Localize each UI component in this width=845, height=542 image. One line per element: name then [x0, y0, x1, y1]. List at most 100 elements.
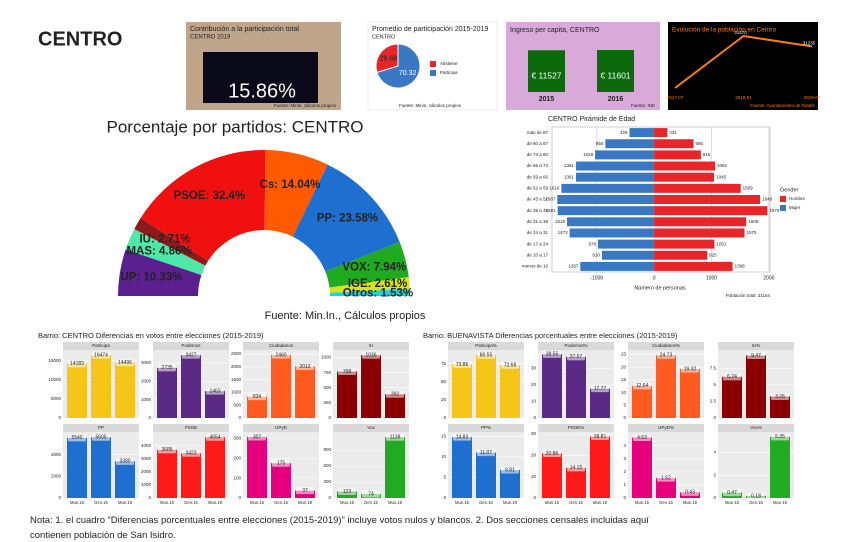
population-x-label: 2017-07 [667, 95, 684, 100]
value-label: 72.68 [504, 363, 517, 369]
y-tick-label: 10 [531, 399, 537, 404]
value-label-box [68, 360, 86, 368]
value-label: 5.35 [775, 434, 785, 440]
page-title: CENTRO [38, 28, 122, 50]
donut-segment [118, 249, 202, 296]
facet-bar [115, 461, 135, 498]
y-tick-label: 2 [713, 472, 716, 477]
income-value-label: € 11527 [531, 70, 561, 80]
value-label: 392 [391, 392, 400, 398]
y-tick-label: 200 [233, 455, 241, 460]
value-label-box [248, 393, 266, 401]
x-tick-label: Mun.15 [250, 500, 265, 505]
facet-strip [63, 424, 139, 432]
bar-mujer [569, 228, 655, 238]
bar-label: 1368 [735, 264, 746, 269]
population-value-label: 31470 [734, 30, 747, 35]
value-label-box [453, 433, 471, 441]
facet-strip [243, 424, 319, 432]
facet-strip-label: Participa% [475, 343, 497, 348]
value-label-box [747, 351, 765, 359]
x-tick-label: Gen.15 [364, 500, 378, 505]
income-title: Ingreso per capita, CENTRO [510, 27, 600, 34]
y-tick-label: 0 [58, 495, 61, 500]
facet-strip-label: Participa [92, 343, 110, 348]
value-label: 6.24 [727, 374, 737, 380]
facet-bar [566, 356, 586, 418]
y-tick-label: 900 [323, 447, 331, 452]
bar-hombre [654, 217, 747, 227]
x-tick-label: Gen.15 [274, 500, 288, 505]
value-label: 38.55 [546, 352, 559, 358]
bar-label: 1575 [746, 230, 757, 235]
x-tick-label: Mun.19 [683, 500, 698, 505]
value-label: 1463 [209, 389, 220, 395]
value-label: 11.07 [480, 450, 492, 456]
value-label-box [182, 351, 200, 359]
y-tick-label: 0 [148, 415, 151, 420]
facet-strip-label: PP [98, 425, 104, 430]
value-label-box [543, 449, 561, 457]
value-label: 3427 [185, 352, 196, 358]
donut-label: Cs: 14.04% [260, 179, 321, 191]
value-label-box [567, 353, 585, 361]
bar-hombre [654, 228, 745, 238]
value-label-box [567, 464, 585, 472]
population-source: Fuente: Ayuntamiento de Getafe [750, 103, 815, 108]
age-label: de 66 a 73 [527, 163, 549, 168]
facet-bar [452, 437, 472, 498]
facet-bar [157, 449, 177, 498]
value-label: 19.32 [684, 366, 697, 372]
value-label: 0.47 [727, 490, 737, 496]
income-value-label: € 11601 [600, 70, 630, 80]
facet-strip [448, 424, 524, 432]
facet-strip-label: Podemos% [564, 343, 587, 348]
donut-label: MAS: 4.86% [126, 246, 191, 258]
age-label: de 10 a 17 [527, 252, 549, 257]
bar-hombre [654, 128, 668, 138]
value-label-box [591, 433, 609, 441]
age-label: de 17 a 24 [527, 241, 549, 246]
pie-source: Fuente: Minin, cálculos propios [399, 103, 462, 108]
facet-bar [247, 396, 267, 418]
y-tick-label: 20 [531, 382, 537, 387]
y-tick-label: 2 [623, 469, 626, 474]
donut-segment [264, 150, 328, 237]
value-label-box [68, 434, 86, 442]
facet-bar [67, 363, 87, 418]
bar-hombre [654, 139, 694, 149]
facet-bar [542, 453, 562, 498]
value-label-box [92, 351, 110, 359]
facet-strip [538, 424, 614, 432]
bar-mujer [595, 150, 655, 160]
value-label: 0.43 [685, 490, 695, 496]
value-label-box [92, 433, 110, 441]
facet-bar [205, 437, 225, 498]
facet-strip-label: Vox% [750, 425, 762, 430]
legend-label: Mujer [789, 205, 801, 210]
facet-bar [632, 437, 652, 498]
bar-mujer [598, 239, 655, 249]
value-label: 307 [253, 434, 262, 440]
value-label-box [362, 351, 380, 359]
facet-strip [628, 342, 704, 350]
age-label: de 45 a 52 [527, 197, 549, 202]
donut-segment [329, 288, 410, 296]
bar-label: 231 [669, 130, 677, 135]
facet-strip-label: IU [369, 343, 374, 348]
y-tick-label: 25 [441, 397, 447, 402]
bar-label: 910 [592, 252, 600, 257]
bar-hombre [654, 239, 715, 249]
x-tick-label: Mun.15 [725, 500, 740, 505]
legend-swatch [780, 205, 786, 211]
y-tick-label: 500 [233, 402, 241, 407]
x-tick-label: Mun.19 [208, 500, 223, 505]
y-tick-label: 2000 [141, 469, 152, 474]
income-source: Fuente: INE [631, 103, 655, 108]
x-tick-label: Mun.19 [773, 500, 788, 505]
value-label: 3380 [119, 459, 130, 465]
value-label: 0.18 [751, 493, 761, 499]
legend-label: Participa [440, 70, 458, 75]
